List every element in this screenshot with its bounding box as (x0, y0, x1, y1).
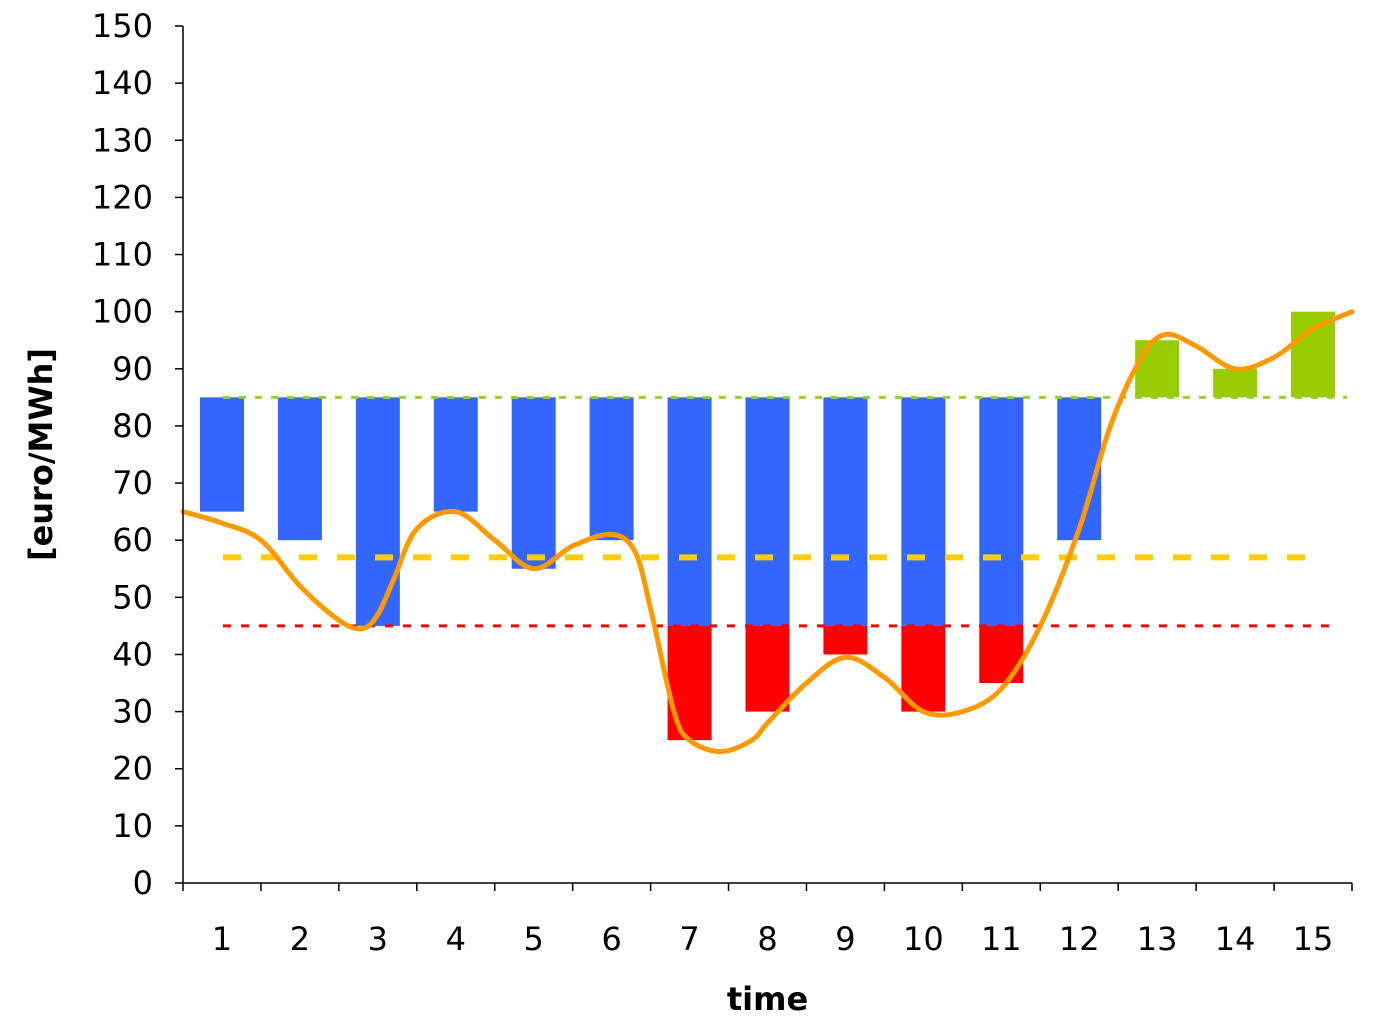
y-tick-label-20: 20 (112, 750, 153, 788)
y-tick-label-90: 90 (112, 350, 153, 388)
x-tick-label-13: 13 (1137, 920, 1178, 958)
y-tick-label-60: 60 (112, 521, 153, 559)
x-tick-label-15: 15 (1293, 920, 1334, 958)
bar-green-15 (1291, 311, 1336, 398)
y-tick-label-140: 140 (92, 64, 153, 102)
bar-blue-2 (277, 397, 322, 541)
bar-blue-10 (901, 397, 946, 626)
bar-green-14 (1213, 368, 1258, 398)
bar-blue-7 (667, 397, 712, 626)
y-tick-label-110: 110 (92, 236, 153, 274)
bar-blue-4 (433, 397, 478, 512)
x-tick-label-12: 12 (1059, 920, 1100, 958)
y-tick-label-40: 40 (112, 635, 153, 673)
bar-blue-12 (1057, 397, 1102, 541)
bar-blue-5 (511, 397, 556, 569)
y-tick-label-130: 130 (92, 121, 153, 159)
x-tick-label-10: 10 (903, 920, 944, 958)
bar-blue-11 (979, 397, 1024, 626)
x-tick-label-5: 5 (524, 920, 544, 958)
bar-red-8 (745, 625, 790, 712)
y-tick-label-150: 150 (92, 7, 153, 45)
y-tick-label-80: 80 (112, 407, 153, 445)
x-tick-label-9: 9 (835, 920, 855, 958)
bar-green-13 (1135, 340, 1180, 398)
reference-lines-layer (223, 395, 1347, 628)
y-tick-label-100: 100 (92, 293, 153, 331)
price-curve-layer (180, 309, 1355, 755)
x-tick-label-3: 3 (368, 920, 388, 958)
x-tick-label-2: 2 (290, 920, 310, 958)
x-tick-label-8: 8 (757, 920, 777, 958)
bars-layer (199, 311, 1336, 741)
x-axis-title: time (727, 980, 808, 1018)
bar-blue-9 (823, 397, 868, 626)
y-tick-label-30: 30 (112, 693, 153, 731)
x-tick-label-6: 6 (601, 920, 621, 958)
y-tick-label-120: 120 (92, 178, 153, 216)
axes-layer (175, 25, 1353, 891)
bar-red-7 (667, 625, 712, 741)
bar-blue-6 (589, 397, 634, 541)
bar-red-11 (979, 625, 1024, 684)
bar-red-9 (823, 625, 868, 655)
y-tick-label-70: 70 (112, 464, 153, 502)
x-tick-label-1: 1 (212, 920, 232, 958)
bar-blue-1 (199, 397, 244, 512)
y-tick-label-10: 10 (112, 807, 153, 845)
bar-blue-8 (745, 397, 790, 626)
y-axis-title: [euro/MWh] (22, 348, 60, 561)
x-tick-label-4: 4 (446, 920, 466, 958)
bar-blue-3 (355, 397, 400, 626)
y-tick-label-0: 0 (133, 864, 153, 902)
price-curve (180, 309, 1355, 755)
y-tick-label-50: 50 (112, 578, 153, 616)
x-tick-label-7: 7 (679, 920, 699, 958)
x-tick-label-14: 14 (1215, 920, 1256, 958)
x-tick-label-11: 11 (981, 920, 1022, 958)
